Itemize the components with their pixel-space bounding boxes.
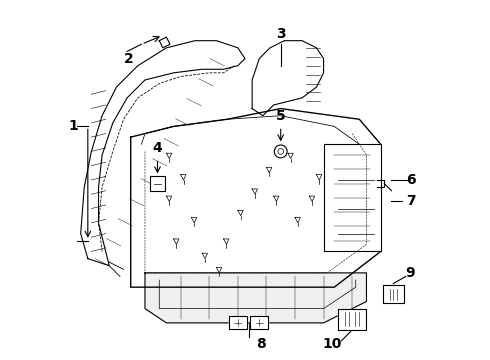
Circle shape: [274, 145, 287, 158]
Polygon shape: [145, 273, 367, 323]
Text: 1: 1: [69, 120, 78, 134]
Text: 3: 3: [276, 27, 286, 41]
Text: 7: 7: [406, 194, 416, 208]
Polygon shape: [229, 316, 247, 329]
Polygon shape: [323, 144, 381, 251]
Text: 2: 2: [124, 51, 134, 66]
Polygon shape: [383, 285, 404, 303]
Polygon shape: [159, 37, 170, 48]
Text: 10: 10: [323, 337, 342, 351]
Polygon shape: [81, 41, 245, 266]
Polygon shape: [150, 176, 165, 191]
Polygon shape: [250, 316, 268, 329]
Polygon shape: [252, 41, 323, 116]
Text: 9: 9: [406, 266, 415, 280]
Polygon shape: [338, 309, 367, 330]
Text: 5: 5: [276, 109, 286, 123]
Text: 8: 8: [256, 337, 266, 351]
Text: 6: 6: [406, 173, 416, 187]
Text: 4: 4: [152, 141, 162, 155]
Polygon shape: [131, 109, 381, 287]
